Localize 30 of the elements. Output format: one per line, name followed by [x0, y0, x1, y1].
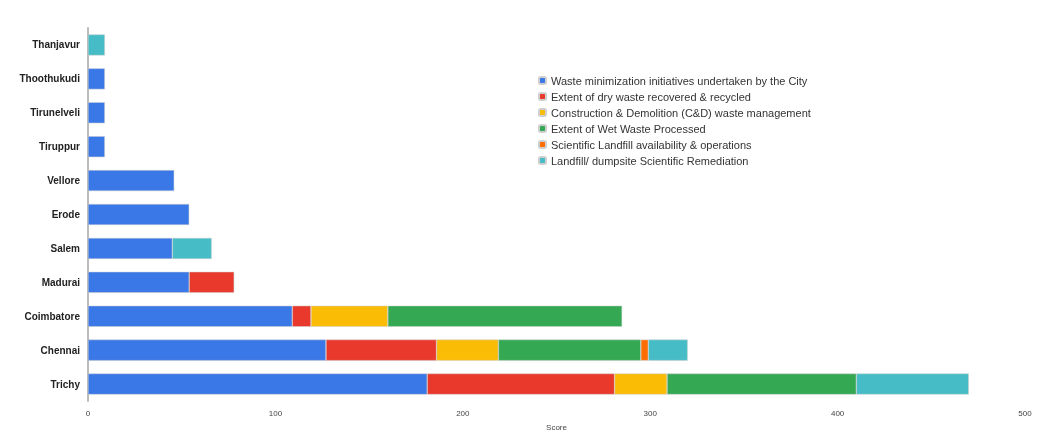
legend-label: Landfill/ dumpsite Scientific Remediation [551, 154, 749, 167]
y-tick-label: Vellore [47, 175, 81, 187]
legend-label: Construction & Demolition (C&D) waste management [551, 106, 811, 119]
y-tick-label: Tiruppur [39, 141, 81, 153]
y-tick-label: Chennai [40, 344, 81, 356]
x-tick-label: 200 [456, 408, 471, 418]
x-tick-label: 400 [830, 408, 845, 418]
bar [88, 203, 190, 226]
legend-label: Scientific Landfill availability & operations [551, 138, 753, 151]
legend-label: Waste minimization initiatives undertaken by the City [551, 74, 808, 87]
bar [88, 102, 105, 124]
bar [88, 136, 105, 158]
x-tick-label: 500 [1018, 408, 1033, 418]
y-tick-label: Trichy [50, 378, 81, 390]
bar [88, 68, 105, 90]
legend-label: Extent of dry waste recovered & recycled [551, 90, 751, 103]
y-tick-label: Madurai [41, 276, 81, 288]
x-tick-label: 0 [85, 408, 91, 418]
y-tick-label: Tirunelveli [30, 107, 81, 119]
y-tick-label: Thanjavur [32, 39, 81, 51]
y-tick-label: Coimbatore [24, 310, 81, 322]
y-tick-label: Salem [50, 242, 81, 254]
legend-label: Extent of Wet Waste Processed [551, 122, 706, 135]
bar [88, 34, 105, 56]
x-tick-label: 100 [268, 408, 283, 418]
bar [88, 170, 175, 192]
y-tick-label: Erode [51, 209, 81, 220]
x-axis-title: Score [546, 422, 568, 432]
x-tick-label: 300 [643, 408, 658, 418]
y-tick-label: Thoothukudi [19, 73, 81, 85]
